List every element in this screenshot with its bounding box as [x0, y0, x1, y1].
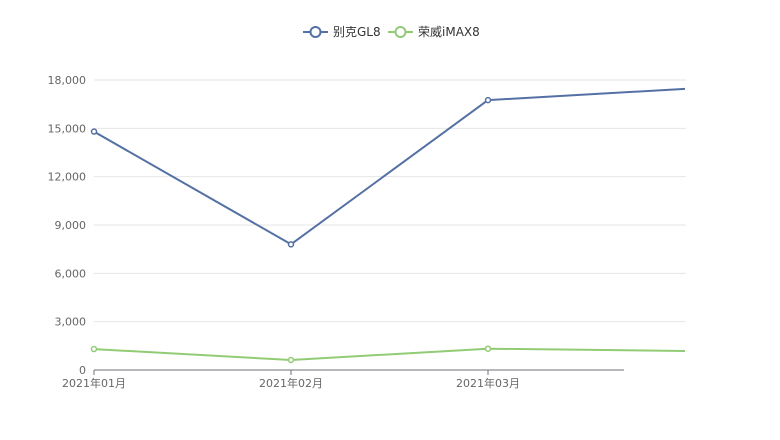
series-line-0 — [93, 87, 686, 246]
x-tick-label: 2021年03月 — [456, 376, 520, 390]
y-tick-label: 3,000 — [55, 316, 87, 329]
data-point[interactable] — [90, 128, 98, 135]
legend-item-0[interactable]: 别克GL8 — [303, 25, 381, 39]
y-tick-label: 12,000 — [48, 171, 87, 184]
data-point[interactable] — [90, 345, 98, 353]
legend-label: 荣威iMAX8 — [418, 25, 480, 39]
y-tick-label: 9,000 — [55, 219, 87, 232]
y-tick-label: 0 — [79, 364, 86, 377]
x-tick-label: 2021年02月 — [259, 376, 323, 390]
data-point[interactable] — [287, 356, 295, 364]
x-axis: 2021年01月 2021年02月 2021年03月 — [62, 369, 624, 390]
series-layer — [90, 87, 686, 364]
legend-label: 别克GL8 — [333, 25, 381, 39]
y-axis: 0 3,000 6,000 9,000 12,000 15,000 18,000 — [48, 74, 87, 377]
legend-marker — [394, 26, 407, 38]
legend-item-1[interactable]: 荣威iMAX8 — [388, 25, 480, 39]
legend: 别克GL8 荣威iMAX8 — [303, 25, 480, 39]
y-tick-label: 6,000 — [55, 267, 87, 280]
y-tick-label: 15,000 — [48, 122, 87, 135]
data-point[interactable] — [287, 241, 295, 248]
y-tick-label: 18,000 — [48, 74, 87, 87]
grid-lines — [94, 79, 686, 323]
series-line-1 — [93, 347, 686, 361]
x-tick-label: 2021年01月 — [62, 376, 126, 390]
data-point[interactable] — [484, 345, 492, 352]
data-point[interactable] — [484, 96, 492, 104]
legend-marker — [309, 26, 322, 38]
